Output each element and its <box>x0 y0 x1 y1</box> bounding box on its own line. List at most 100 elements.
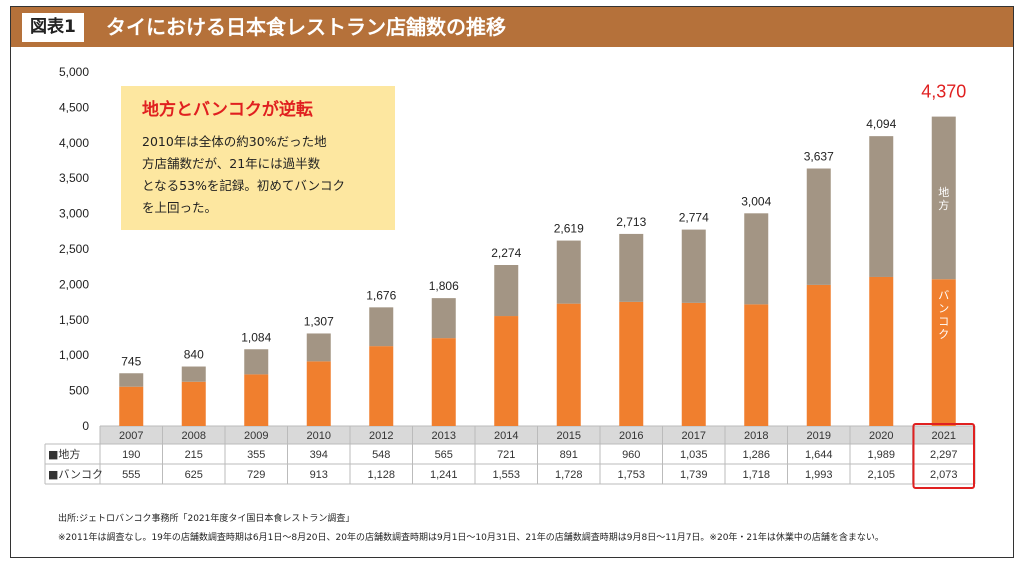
bar-regional <box>369 307 394 347</box>
table-cell: 394 <box>310 449 328 461</box>
table-cell: 891 <box>560 449 578 461</box>
table-cell: 1,553 <box>492 469 520 481</box>
table-cell: 1,241 <box>430 469 458 481</box>
bar-bangkok <box>619 301 644 426</box>
table-cell: 565 <box>435 449 453 461</box>
bar-total-label: 745 <box>121 354 141 368</box>
x-tick-label: 2008 <box>182 430 206 442</box>
callout-text-line: 2010年は全体の約30%だった地 <box>142 134 327 149</box>
bar-regional <box>119 373 144 387</box>
bar-total-label: 1,084 <box>241 330 271 344</box>
table-cell: 2,297 <box>930 449 958 461</box>
footnote: ※2011年は調査なし。19年の店舗数調査時期は6月1日～8月20日、20年の店… <box>58 533 884 543</box>
source-note: 出所:ジェトロバンコク事務所「2021年度タイ国日本食レストラン調査」 <box>58 514 355 524</box>
callout-text-line: を上回った。 <box>142 200 217 215</box>
table-cell: 1,989 <box>867 449 895 461</box>
table-cell: 1,128 <box>367 469 395 481</box>
bar-bangkok <box>681 302 706 426</box>
x-tick-label: 2015 <box>557 430 581 442</box>
x-tick-label: 2018 <box>744 430 768 442</box>
inbar-label-bangkok: コ <box>938 315 949 328</box>
callout-box <box>121 86 395 230</box>
table-cell: 190 <box>122 449 140 461</box>
table-cell: 1,718 <box>742 469 770 481</box>
bar-total-label: 1,806 <box>429 279 459 293</box>
table-cell: 625 <box>185 469 203 481</box>
bar-bangkok <box>556 303 581 426</box>
y-tick-label: 5,000 <box>59 65 89 79</box>
y-tick-label: 4,000 <box>59 136 89 150</box>
table-cell: 215 <box>185 449 203 461</box>
bar-bangkok <box>431 338 456 426</box>
figure-header <box>11 7 1013 47</box>
bar-regional <box>681 229 706 303</box>
bar-total-label: 1,307 <box>304 314 334 328</box>
figure-label: 図表1 <box>22 13 84 42</box>
x-tick-label: 2012 <box>369 430 393 442</box>
bar-regional <box>244 349 269 375</box>
inbar-label-regional: 方 <box>938 198 949 212</box>
table-row-label: ■バンコク <box>48 468 103 481</box>
figure-frame <box>10 6 1014 558</box>
bar-total-label: 840 <box>184 348 204 362</box>
bar-regional <box>181 366 206 382</box>
y-tick-label: 2,000 <box>59 277 89 291</box>
table-cell: 1,286 <box>742 449 770 461</box>
bar-total-label: 2,713 <box>616 215 646 229</box>
bar-regional <box>494 265 519 317</box>
x-tick-label: 2009 <box>244 430 268 442</box>
bar-total-label: 4,370 <box>921 82 966 102</box>
bar-total-label: 2,619 <box>554 222 584 236</box>
x-tick-label: 2021 <box>932 430 956 442</box>
bar-regional <box>806 168 831 285</box>
callout-text-line: となる53%を記録。初めてバンコク <box>142 178 345 193</box>
bar-bangkok <box>369 346 394 426</box>
bar-bangkok <box>869 276 894 426</box>
table-cell: 1,728 <box>555 469 583 481</box>
bar-bangkok <box>244 374 269 426</box>
bar-bangkok <box>306 361 331 426</box>
y-tick-label: 1,000 <box>59 348 89 362</box>
bar-regional <box>556 240 581 304</box>
y-tick-label: 1,500 <box>59 313 89 327</box>
bar-bangkok <box>744 304 769 426</box>
inbar-label-regional: 地 <box>938 186 949 199</box>
x-tick-label: 2019 <box>807 430 831 442</box>
y-tick-label: 500 <box>69 384 89 398</box>
table-cell: 1,753 <box>617 469 645 481</box>
y-tick-label: 2,500 <box>59 242 89 256</box>
figure-title: タイにおける日本食レストラン店舗数の推移 <box>106 15 506 39</box>
bar-regional <box>619 233 644 302</box>
table-cell: 1,739 <box>680 469 708 481</box>
table-cell: 355 <box>247 449 265 461</box>
bar-bangkok <box>119 386 144 426</box>
inbar-label-bangkok: バ <box>938 289 949 302</box>
table-cell: 1,035 <box>680 449 708 461</box>
table-cell: 913 <box>310 469 328 481</box>
bar-total-label: 3,637 <box>804 150 834 164</box>
table-row-label: ■地方 <box>48 447 80 461</box>
table-cell: 2,105 <box>867 469 895 481</box>
callout-text-line: 方店舗数だが、21年には過半数 <box>142 156 321 171</box>
y-tick-label: 0 <box>82 419 89 433</box>
bar-regional <box>869 136 894 277</box>
x-tick-label: 2010 <box>307 430 331 442</box>
table-cell: 555 <box>122 469 140 481</box>
bar-total-label: 3,004 <box>741 194 771 208</box>
table-cell: 548 <box>372 449 390 461</box>
bar-bangkok <box>494 316 519 426</box>
table-cell: 2,073 <box>930 469 958 481</box>
bar-bangkok <box>181 381 206 426</box>
bar-total-label: 2,274 <box>491 246 521 260</box>
y-tick-label: 3,000 <box>59 207 89 221</box>
x-tick-label: 2016 <box>619 430 643 442</box>
x-tick-label: 2017 <box>682 430 706 442</box>
y-tick-label: 4,500 <box>59 100 89 114</box>
table-cell: 721 <box>497 449 515 461</box>
inbar-label-bangkok: ン <box>938 302 949 315</box>
bar-total-label: 1,676 <box>366 288 396 302</box>
table-cell: 960 <box>622 449 640 461</box>
bar-regional <box>431 298 456 339</box>
x-tick-label: 2014 <box>494 430 518 442</box>
bar-regional <box>306 333 331 362</box>
